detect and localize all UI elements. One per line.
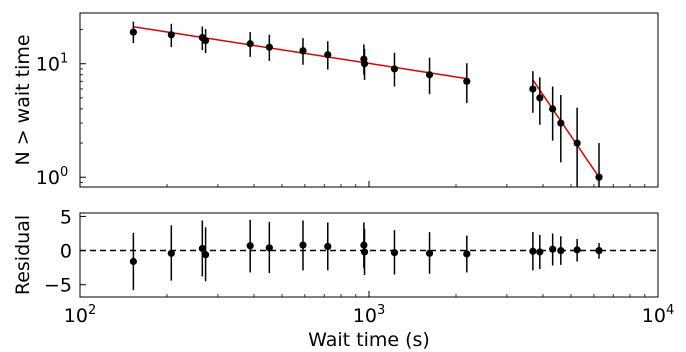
top-marker (360, 60, 369, 68)
top-marker (425, 71, 434, 79)
residual-marker (299, 241, 307, 249)
top-point-18 (573, 107, 581, 187)
top-point-6 (265, 34, 273, 61)
top-point-16 (549, 86, 557, 141)
top-point-1 (129, 21, 137, 44)
top-point-10 (360, 48, 369, 80)
top-point-2 (167, 23, 175, 48)
residual-point-17 (557, 236, 565, 265)
top-point-12 (425, 57, 434, 95)
top-point-7 (299, 38, 307, 65)
residual-marker (557, 246, 565, 255)
top-marker (246, 40, 254, 48)
top-marker (299, 47, 307, 55)
x-tick-label: 102 (64, 303, 96, 327)
top-marker (390, 65, 399, 73)
top-point-19 (595, 143, 603, 187)
residual-point-3 (198, 220, 206, 277)
top-point-17 (557, 95, 565, 163)
top-data-points (129, 21, 603, 187)
residual-marker (360, 248, 369, 256)
residual-point-10 (360, 228, 369, 276)
residual-marker (324, 242, 332, 251)
top-point-14 (529, 71, 537, 113)
x-axis-title: Wait time (s) (308, 329, 430, 351)
residual-data-points (129, 219, 603, 291)
residual-point-13 (463, 235, 471, 273)
bottom-y-tick-label: 0 (60, 241, 72, 263)
top-point-13 (463, 63, 471, 104)
top-marker (324, 51, 332, 59)
x-axis-ticks: 102 103 104 (64, 181, 674, 327)
residual-marker (198, 244, 206, 253)
residual-marker (201, 251, 210, 259)
residual-marker (265, 244, 273, 252)
top-point-15 (536, 77, 544, 125)
top-point-5 (246, 32, 254, 57)
residual-marker (529, 247, 537, 255)
top-y-tick-label: 100 (36, 165, 68, 189)
bottom-y-tick-label: −5 (44, 275, 72, 297)
residual-marker (246, 242, 254, 250)
top-marker (536, 94, 544, 102)
residual-marker (167, 249, 175, 257)
bottom-y-axis-ticks: 5 0 −5 (44, 206, 86, 297)
top-marker (529, 85, 537, 93)
top-point-11 (390, 52, 399, 87)
top-marker (557, 119, 565, 127)
top-marker (265, 43, 273, 51)
top-y-tick-label: 101 (36, 52, 68, 76)
top-marker (167, 31, 175, 39)
top-marker (201, 36, 210, 45)
residual-point-19 (595, 243, 603, 259)
fit-line-2 (532, 79, 600, 178)
top-y-axis-title: N > wait time (12, 34, 34, 165)
residual-marker (463, 250, 471, 258)
bottom-y-axis-title: Residual (12, 215, 34, 295)
residual-marker (390, 249, 399, 257)
top-point-8 (324, 41, 332, 70)
residual-point-8 (324, 222, 332, 271)
top-marker (129, 28, 137, 36)
residual-point-5 (246, 219, 254, 273)
top-marker (573, 139, 581, 147)
residual-marker (549, 245, 557, 253)
residual-point-12 (425, 232, 434, 274)
residual-point-1 (129, 232, 137, 291)
residual-point-16 (549, 233, 557, 266)
residual-point-7 (299, 220, 307, 271)
top-marker (595, 173, 603, 181)
bottom-y-tick-label: 5 (60, 206, 72, 228)
top-marker (549, 105, 557, 113)
residual-marker (129, 257, 137, 266)
residual-point-4 (201, 227, 210, 282)
residual-point-18 (573, 238, 581, 262)
top-marker (463, 77, 471, 85)
residual-marker (536, 248, 544, 256)
residual-point-2 (167, 225, 175, 281)
residual-point-14 (529, 232, 537, 271)
x-tick-label: 103 (353, 303, 385, 327)
top-point-4 (201, 29, 210, 54)
residual-point-15 (536, 234, 544, 269)
x-tick-label: 104 (642, 303, 674, 327)
top-y-axis-ticks: 100 101 (36, 29, 86, 189)
residual-point-11 (390, 230, 399, 275)
residual-marker (573, 246, 581, 254)
residual-marker (425, 249, 434, 257)
residual-point-6 (265, 221, 273, 274)
residual-marker (595, 246, 603, 255)
